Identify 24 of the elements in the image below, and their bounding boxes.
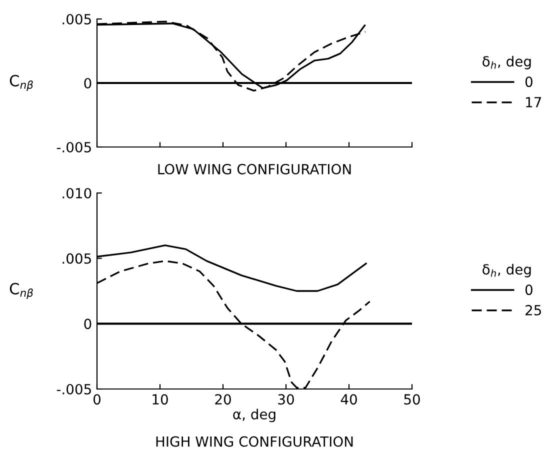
legend-label: 25: [526, 304, 541, 316]
y-tick-label: -.005: [56, 384, 91, 394]
x-tick-label: 20: [215, 394, 231, 405]
y-axis-title: C$_{nβ}$: [10, 282, 33, 299]
legend-title: δ$_{h}$, deg: [482, 264, 531, 278]
legend-title: δ$_{h}$, deg: [482, 56, 531, 70]
x-tick-label: 0: [93, 394, 100, 405]
y-tick-label: .010: [62, 188, 92, 198]
y-tick-label: -.005: [56, 142, 91, 152]
text: HIGH WING CONFIGURATION: [156, 436, 353, 447]
x-tick-label: 50: [404, 394, 420, 405]
y-tick-label: 0: [84, 318, 92, 330]
y-tick-label: 0: [84, 78, 92, 88]
legend-label: 0: [525, 76, 532, 88]
legend-label: 0: [525, 284, 532, 296]
x-tick-label: 30: [278, 394, 294, 405]
x-tick-label: 10: [152, 394, 168, 405]
legend-label: 17: [526, 97, 542, 108]
y-axis-title: C$_{nβ}$: [10, 74, 33, 91]
x-tick-label: 40: [340, 394, 357, 405]
y-tick-label: .005: [62, 253, 91, 264]
text: LOW WING CONFIGURATION: [158, 164, 351, 174]
y-tick-label: .005: [62, 14, 91, 24]
x-axis-title: α, deg: [233, 408, 276, 422]
